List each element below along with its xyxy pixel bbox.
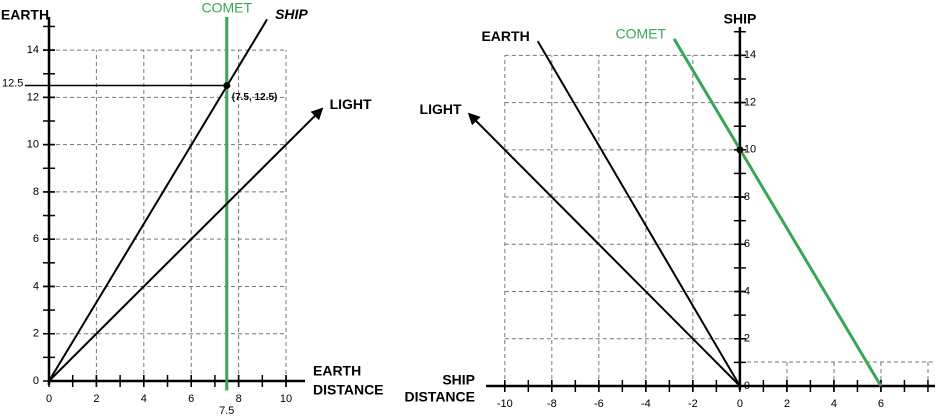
x-tick-label: -6 (594, 398, 604, 410)
x-tick-label: 2 (784, 398, 790, 410)
y-tick-label: 4 (744, 285, 750, 297)
x-axis-label: DISTANCE (313, 382, 384, 398)
y-tick-label: 10 (27, 139, 39, 151)
y-tick-label: 12 (27, 91, 39, 103)
extra-grid (740, 361, 935, 386)
series-label: LIGHT (420, 101, 462, 117)
series-label: COMET (201, 0, 252, 16)
y-tick-label: 0 (33, 375, 39, 387)
x-tick-label: 6 (188, 393, 194, 405)
point-x-label: 7.5 (219, 405, 234, 417)
series-label: COMET (616, 26, 667, 42)
series-label: SHIP (275, 6, 308, 22)
x-tick-label: 4 (831, 398, 837, 410)
series-line (536, 40, 741, 387)
y-tick-label: 2 (33, 328, 39, 340)
y-axis-label: EARTH (1, 7, 49, 23)
x-axis-label: SHIP (442, 372, 475, 388)
x-tick-label: -2 (688, 398, 698, 410)
y-tick-label: 4 (33, 280, 39, 292)
x-axis-label: DISTANCE (404, 389, 475, 405)
y-tick-label: 10 (744, 144, 756, 156)
y-tick-label: 2 (744, 333, 750, 345)
y-tick-label: 14 (27, 44, 39, 56)
y-tick-label: 6 (33, 233, 39, 245)
y-tick-label: 6 (744, 238, 750, 250)
x-tick-label: 10 (280, 393, 292, 405)
point-label: (7.5, 12.5) (232, 92, 278, 103)
series-line (672, 38, 883, 387)
x-tick-label: -8 (547, 398, 557, 410)
series-label: EARTH (481, 28, 529, 44)
x-axis-label: EARTH (313, 363, 361, 379)
point-y-label: 12.5 (2, 77, 23, 89)
x-tick-label: 8 (236, 393, 242, 405)
x-tick-label: 4 (141, 393, 147, 405)
series-line (48, 107, 324, 382)
y-tick-label: 12 (744, 96, 756, 108)
x-tick-label: 2 (93, 393, 99, 405)
series-label: LIGHT (330, 96, 372, 112)
x-tick-label: 0 (737, 398, 743, 410)
y-tick-label: 8 (33, 186, 39, 198)
point (736, 146, 744, 154)
x-tick-label: -4 (641, 398, 651, 410)
x-tick-label: 6 (878, 398, 884, 410)
series-line (467, 112, 741, 387)
series-line (48, 18, 268, 382)
x-tick-label: -10 (497, 398, 513, 410)
y-tick-label: 0 (744, 380, 750, 392)
y-tick-label: 14 (744, 49, 756, 61)
y-axis-label: SHIP (724, 11, 757, 27)
y-tick-label: 8 (744, 191, 750, 203)
x-tick-label: 0 (46, 393, 52, 405)
